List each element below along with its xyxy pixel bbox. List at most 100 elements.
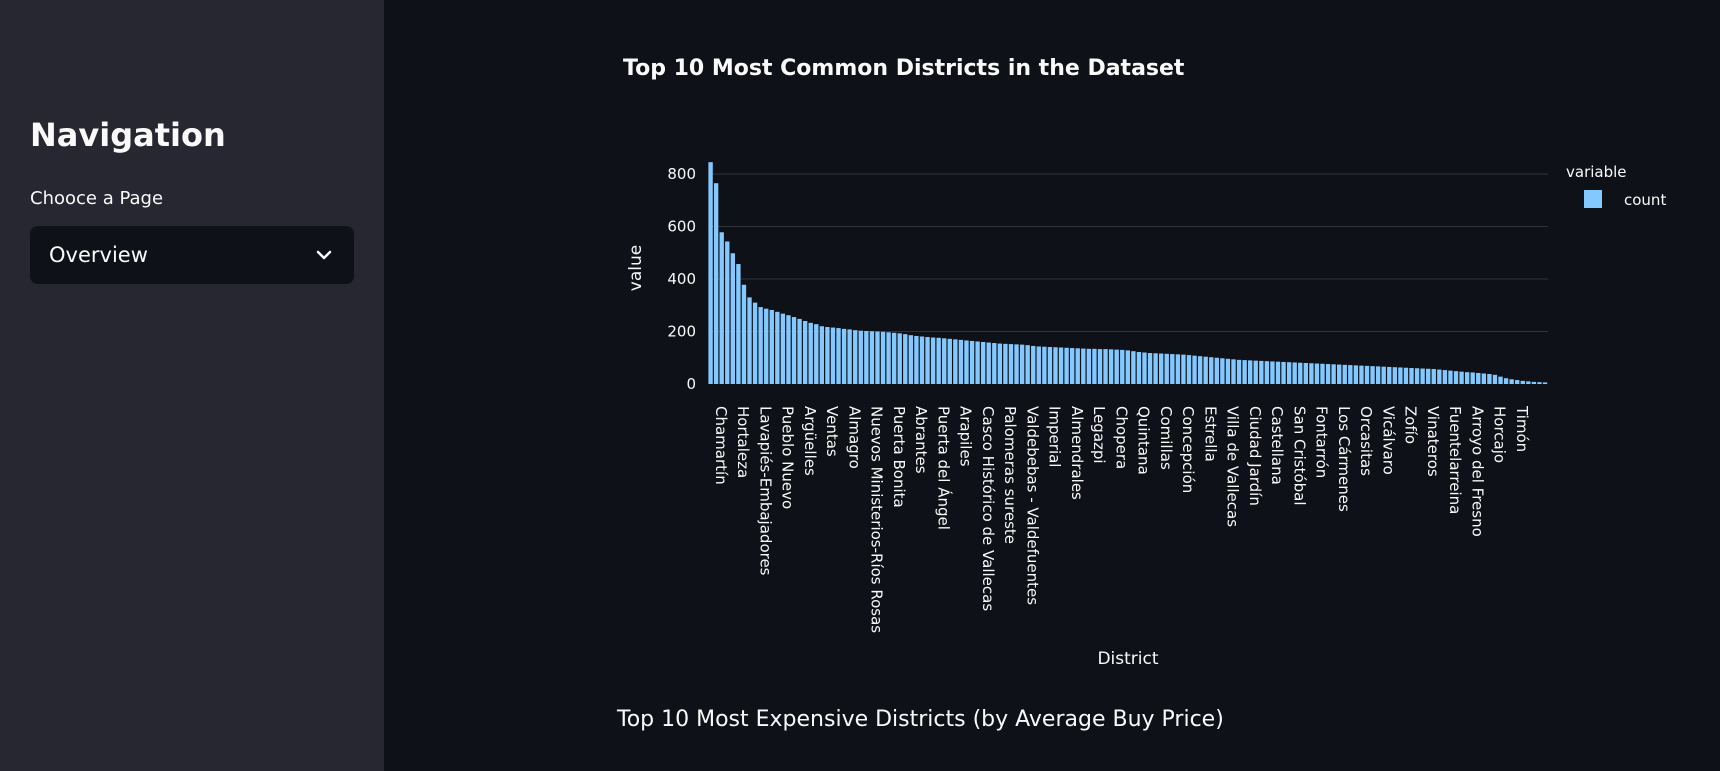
bar <box>1186 355 1192 384</box>
bar <box>1520 380 1525 384</box>
bar <box>1153 353 1158 384</box>
bar <box>1337 364 1342 384</box>
bar <box>1426 368 1431 384</box>
bar <box>1275 361 1281 384</box>
bar <box>1147 353 1153 384</box>
bar <box>1047 346 1053 384</box>
x-tick-label: Orcasitas <box>1357 406 1375 476</box>
page-select-value: Overview <box>49 243 148 267</box>
y-tick-label: 800 <box>667 165 696 183</box>
bar <box>1387 366 1392 384</box>
bar <box>953 339 958 384</box>
bar <box>1008 344 1014 384</box>
x-tick-label: Puerta Bonita <box>890 406 908 508</box>
bar <box>1019 344 1025 384</box>
bar <box>1097 349 1103 384</box>
bar <box>741 284 747 384</box>
bar <box>1092 348 1097 384</box>
x-tick-label: San Cristóbal <box>1290 406 1308 506</box>
bar <box>903 334 908 384</box>
bar <box>880 331 886 384</box>
bar <box>808 322 813 384</box>
bar <box>980 342 986 384</box>
bar <box>1281 361 1286 384</box>
bar <box>1370 366 1375 384</box>
bar <box>1292 362 1297 384</box>
bar <box>1331 364 1336 384</box>
bar <box>780 313 786 384</box>
x-tick-label: Chamartín <box>712 406 730 485</box>
bar <box>797 318 802 384</box>
bar <box>1515 380 1520 384</box>
bar <box>1437 369 1442 384</box>
bar <box>1164 353 1169 384</box>
bar <box>1487 374 1492 384</box>
bar <box>997 343 1003 384</box>
bar <box>1242 360 1247 384</box>
bar <box>1136 351 1142 384</box>
bar <box>1075 348 1080 384</box>
bar <box>969 340 975 384</box>
bar <box>1042 346 1047 384</box>
x-axis-title: District <box>1097 649 1158 669</box>
bar <box>841 328 847 384</box>
bar <box>942 338 947 384</box>
bar <box>1036 346 1041 384</box>
bar <box>1342 364 1347 384</box>
x-tick-label: Chopera <box>1112 406 1130 469</box>
bar <box>908 335 914 384</box>
bar <box>791 317 797 384</box>
bar <box>1053 347 1058 384</box>
legend-swatch <box>1584 190 1602 208</box>
bar <box>1381 366 1386 384</box>
bar <box>1537 382 1542 384</box>
bar <box>1464 372 1470 384</box>
x-tick-label: Palomeras sureste <box>1001 406 1019 544</box>
bar <box>1503 378 1509 384</box>
bar <box>1131 351 1136 384</box>
bar <box>1398 367 1403 384</box>
bar <box>891 332 897 384</box>
bar <box>1003 343 1008 384</box>
x-tick-label: Vinateros <box>1424 406 1442 477</box>
bar <box>1058 347 1064 384</box>
x-tick-label: Hortaleza <box>734 406 752 478</box>
bar <box>1248 360 1253 384</box>
bar <box>1236 359 1242 384</box>
x-tick-label: Los Cármenes <box>1335 406 1353 512</box>
bar <box>1225 358 1231 384</box>
bar <box>1264 361 1270 384</box>
bar <box>1125 350 1130 384</box>
bar <box>1392 367 1398 384</box>
x-tick-label: Almagro <box>845 406 863 469</box>
bar <box>1253 360 1258 384</box>
x-tick-label: Horcajo <box>1491 406 1509 463</box>
expensive-districts-title: Top 10 Most Expensive Districts (by Aver… <box>617 707 1224 732</box>
x-tick-label: Zofío <box>1402 406 1420 444</box>
bar <box>1303 363 1308 384</box>
bar <box>1231 359 1236 384</box>
bar <box>1320 363 1325 384</box>
x-tick-label: Fuentelarreina <box>1446 406 1464 514</box>
bar <box>1259 360 1264 384</box>
bar <box>925 337 930 384</box>
bar <box>864 330 869 384</box>
x-tick-label: Lavapiés-Embajadores <box>756 406 774 576</box>
bar <box>1103 349 1108 384</box>
bar <box>1542 382 1548 384</box>
bar <box>1353 365 1359 384</box>
bar <box>1203 356 1208 384</box>
y-tick-label: 200 <box>667 323 696 341</box>
x-tick-label: Puerta del Ángel <box>934 406 953 530</box>
bar <box>947 338 952 384</box>
bar <box>914 335 919 384</box>
y-axis-title: value <box>626 245 646 291</box>
x-tick-label: Nuevos Ministerios-Ríos Rosas <box>868 406 886 633</box>
bar <box>930 337 936 384</box>
x-tick-label: Imperial <box>1046 406 1064 467</box>
bar <box>1359 365 1364 384</box>
bar <box>708 162 713 384</box>
page-select[interactable]: Overview <box>30 226 354 284</box>
bar <box>975 341 980 384</box>
bar <box>1459 371 1464 384</box>
